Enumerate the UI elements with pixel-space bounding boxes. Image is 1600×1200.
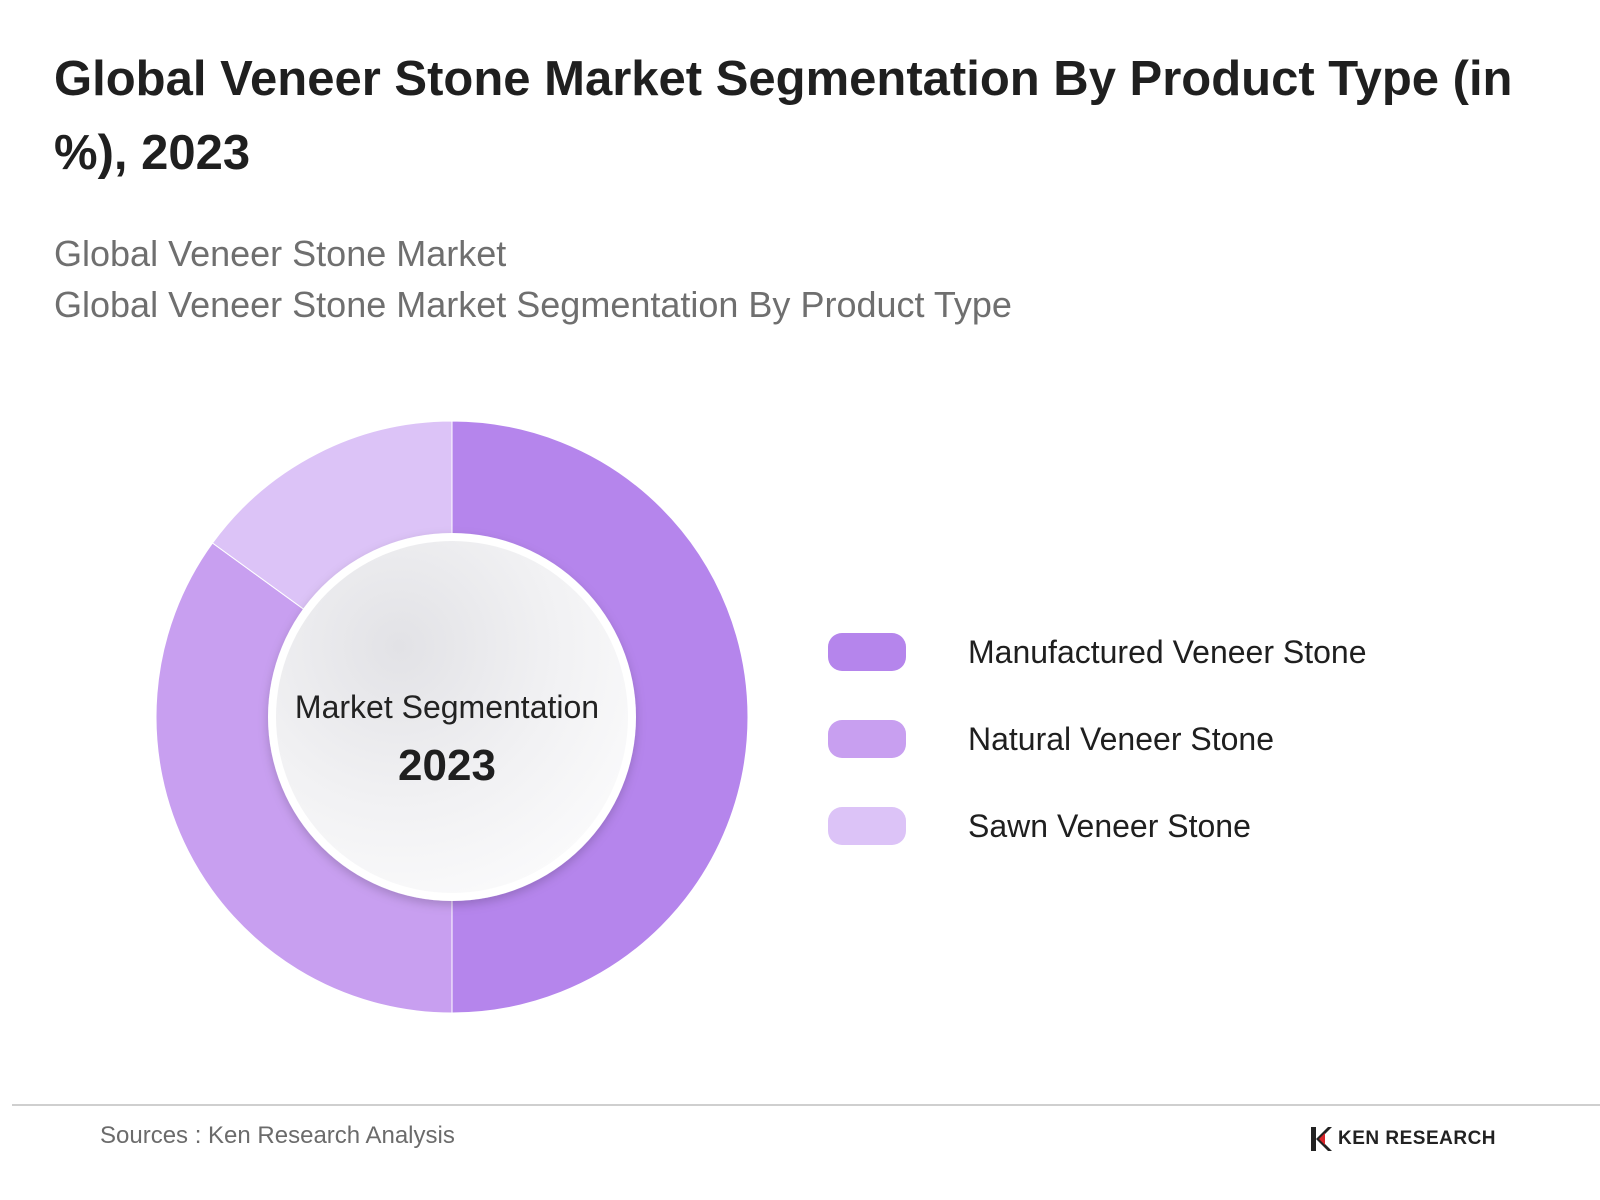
legend-item-natural: Natural Veneer Stone [828, 717, 1468, 761]
legend-swatch [828, 633, 906, 671]
footer-divider [12, 1104, 1600, 1106]
donut-center-fill [276, 541, 628, 893]
legend-label: Sawn Veneer Stone [968, 808, 1251, 844]
legend-swatch [828, 807, 906, 845]
chart-subtitle-segmentation: Global Veneer Stone Market Segmentation … [54, 284, 1012, 325]
chart-title: Global Veneer Stone Market Segmentation … [54, 52, 1513, 180]
donut-center-label: Market Segmentation [294, 689, 600, 725]
legend-swatch [828, 720, 906, 758]
legend-label: Manufactured Veneer Stone [968, 634, 1367, 670]
legend-item-sawn: Sawn Veneer Stone [828, 804, 1468, 848]
ken-research-logo-icon [1311, 1127, 1332, 1151]
donut-center-year: 2023 [398, 741, 496, 790]
source-note: Sources : Ken Research Analysis [100, 1122, 455, 1149]
brand: KEN RESEARCH [1310, 1124, 1496, 1154]
legend-item-manufactured: Manufactured Veneer Stone [828, 630, 1468, 674]
legend-label: Natural Veneer Stone [968, 721, 1274, 757]
brand-name: KEN RESEARCH [1338, 1128, 1497, 1149]
chart-subtitle-market: Global Veneer Stone Market [54, 233, 507, 274]
